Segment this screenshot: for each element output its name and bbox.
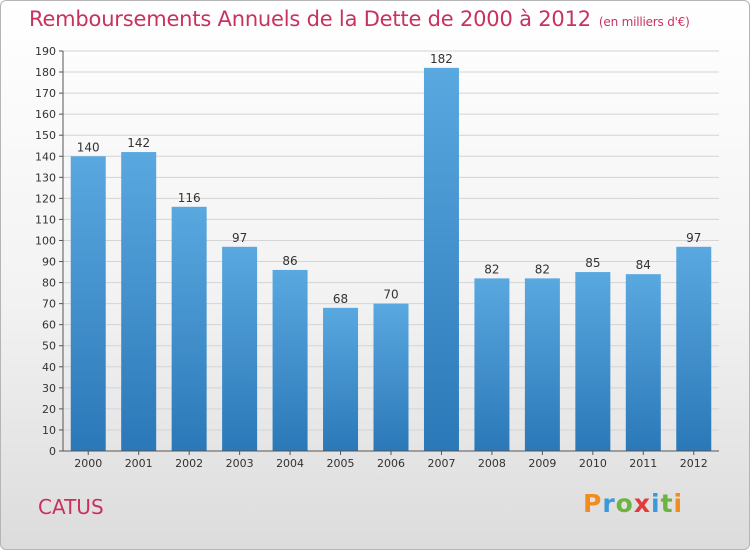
x-tick-label: 2001 <box>125 457 153 470</box>
bar-2012 <box>676 246 712 451</box>
bar-value-label: 82 <box>535 262 550 276</box>
y-tick-label: 70 <box>42 298 56 311</box>
y-tick-label: 190 <box>35 45 56 58</box>
x-tick-label: 2007 <box>427 457 455 470</box>
y-tick-label: 10 <box>42 424 56 437</box>
x-tick-label: 2002 <box>175 457 203 470</box>
y-tick-label: 140 <box>35 150 56 163</box>
y-tick-label: 100 <box>35 234 56 247</box>
y-tick-label: 110 <box>35 213 56 226</box>
proxiti-logo: Proxiti <box>583 489 683 518</box>
bar-2005 <box>323 307 359 451</box>
x-tick-label: 2008 <box>478 457 506 470</box>
y-tick-label: 60 <box>42 319 56 332</box>
y-tick-label: 80 <box>42 277 56 290</box>
bar-2001 <box>121 152 157 452</box>
x-tick-label: 2000 <box>74 457 102 470</box>
x-tick-label: 2010 <box>579 457 607 470</box>
bar-2000 <box>70 156 106 451</box>
bar-2008 <box>474 278 510 451</box>
x-tick-label: 2009 <box>528 457 556 470</box>
y-tick-label: 120 <box>35 192 56 205</box>
bar-value-label: 84 <box>636 258 651 272</box>
y-tick-label: 40 <box>42 361 56 374</box>
x-tick-label: 2012 <box>680 457 708 470</box>
logo-letter: t <box>660 489 674 518</box>
bar-2010 <box>575 272 611 451</box>
bar-2007 <box>423 67 459 451</box>
logo-letter: P <box>583 489 603 518</box>
x-tick-label: 2003 <box>226 457 254 470</box>
chart-title: Remboursements Annuels de la Dette de 20… <box>29 7 690 31</box>
logo-letter: o <box>615 489 634 518</box>
x-tick-label: 2006 <box>377 457 405 470</box>
logo-letter: r <box>602 489 616 518</box>
y-tick-label: 50 <box>42 340 56 353</box>
bar-2003 <box>222 246 258 451</box>
bar-value-label: 68 <box>333 292 348 306</box>
bar-2011 <box>625 274 661 451</box>
logo-letter: i <box>651 489 661 518</box>
y-tick-label: 160 <box>35 108 56 121</box>
bar-2002 <box>171 206 207 451</box>
bar-value-label: 85 <box>585 256 600 270</box>
y-tick-label: 130 <box>35 171 56 184</box>
logo-letter: i <box>673 489 684 518</box>
axes: 0 10 20 30 40 50 60 70 80 90 100 110 120 130 140 150 160… <box>35 45 719 470</box>
x-tick-label: 2011 <box>629 457 657 470</box>
y-tick-label: 150 <box>35 129 56 142</box>
bar-2004 <box>272 269 308 451</box>
y-tick-label: 170 <box>35 87 56 100</box>
bar-value-label: 142 <box>127 136 150 150</box>
title-unit: (en milliers d'€) <box>598 15 690 29</box>
bar-value-label: 97 <box>232 231 247 245</box>
bar-value-label: 97 <box>686 231 701 245</box>
x-tick-label: 2005 <box>327 457 355 470</box>
y-tick-label: 20 <box>42 403 56 416</box>
y-tick-label: 30 <box>42 382 56 395</box>
y-tick-label: 0 <box>49 445 56 458</box>
bar-value-label: 70 <box>383 288 398 302</box>
bar-value-label: 182 <box>430 52 453 66</box>
bar-value-label: 82 <box>484 262 499 276</box>
y-tick-label: 90 <box>42 256 56 269</box>
bar-value-label: 86 <box>282 254 297 268</box>
place-name: CATUS <box>38 495 104 519</box>
y-tick-label: 180 <box>35 66 56 79</box>
bar-2006 <box>373 303 409 451</box>
bar-value-label: 116 <box>178 191 201 205</box>
logo-letter: x <box>633 489 651 518</box>
bars: 140 142 116 97 86 68 70 182 82 82 85 84 97 <box>70 52 712 452</box>
bar-2009 <box>524 278 560 451</box>
bar-value-label: 140 <box>77 140 100 154</box>
title-text: Remboursements Annuels de la Dette de 20… <box>29 7 591 31</box>
x-tick-label: 2004 <box>276 457 304 470</box>
